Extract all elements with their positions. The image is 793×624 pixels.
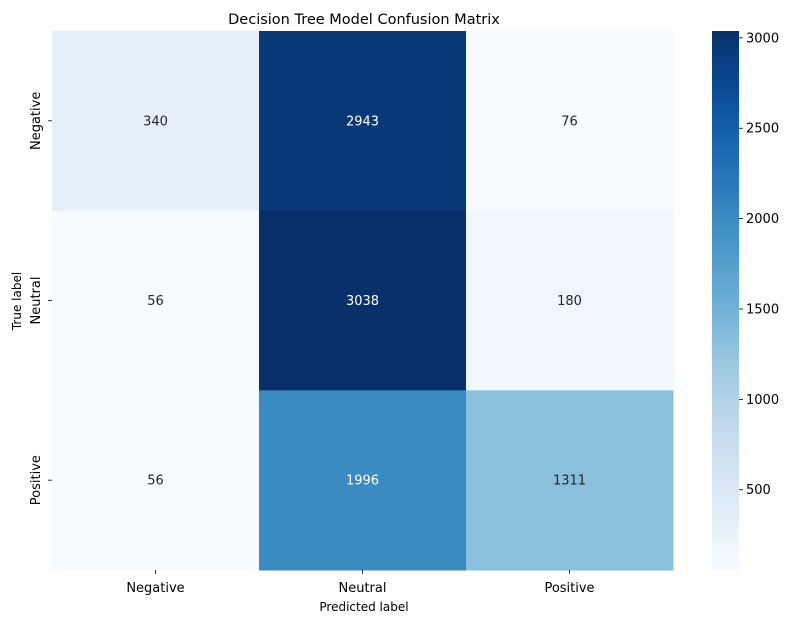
heatmap-cell: [466, 210, 674, 391]
colorbar-tick-label: 1500: [746, 302, 779, 317]
heatmap-cell: [259, 210, 467, 391]
y-tick-label: Negative: [29, 92, 44, 150]
cell-value-label: 340: [143, 114, 168, 129]
colorbar-tick-label: 2500: [746, 122, 779, 137]
heatmap-cell: [52, 210, 260, 391]
cell-value-label: 76: [561, 114, 578, 129]
y-axis-label: True label: [10, 272, 24, 331]
cell-value-label: 56: [147, 294, 164, 309]
cell-value-label: 56: [147, 474, 164, 489]
colorbar-tick-label: 3000: [746, 31, 779, 46]
x-tick-label: Negative: [126, 581, 184, 596]
chart-title: Decision Tree Model Confusion Matrix: [228, 12, 500, 28]
x-tick-label: Neutral: [339, 581, 387, 596]
y-tick-label: Positive: [29, 455, 44, 505]
heatmap-cell: [259, 390, 467, 571]
colorbar-gradient: [712, 31, 739, 570]
x-axis-label: Predicted label: [319, 600, 408, 614]
heatmap-cell: [52, 390, 260, 571]
cell-value-label: 1996: [346, 474, 379, 489]
cell-value-label: 3038: [346, 294, 379, 309]
heatmap-cell: [466, 31, 674, 212]
colorbar: 500 1000 1500 2000 2500 3000: [712, 31, 779, 570]
heatmap-cell: [466, 390, 674, 571]
colorbar-tick-label: 2000: [746, 212, 779, 227]
heatmap-cells: [52, 31, 674, 571]
y-tick-label: Neutral: [29, 277, 44, 325]
x-tick-label: Positive: [544, 581, 594, 596]
colorbar-tick-label: 500: [746, 483, 771, 498]
y-axis: Negative Neutral Positive: [29, 92, 52, 505]
cell-value-label: 2943: [346, 114, 379, 129]
cell-value-label: 1311: [553, 474, 586, 489]
heatmap-cell: [52, 31, 260, 212]
heatmap-cell: [259, 31, 467, 212]
colorbar-tick-label: 1000: [746, 393, 779, 408]
cell-value-label: 180: [557, 294, 582, 309]
cell-annotations: 340 2943 76 56 3038 180 56 1996 1311: [143, 114, 586, 488]
x-axis: Negative Neutral Positive: [126, 570, 595, 596]
